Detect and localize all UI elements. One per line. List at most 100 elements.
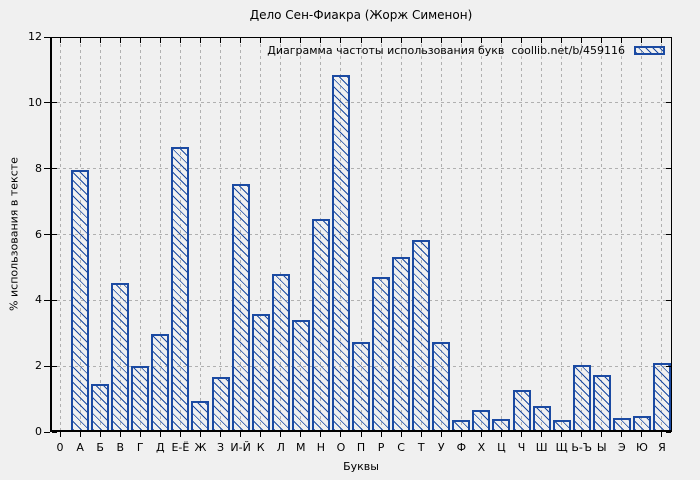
y-tick-left-outer [44,36,50,38]
x-tick-top [621,38,623,43]
plot-border-bottom [50,430,672,432]
x-tick-label: Б [96,441,104,454]
x-tick-top [139,38,141,43]
x-tick-label: Ф [456,441,467,454]
x-tick-top [179,38,181,43]
bar-З [211,376,230,432]
x-tick-bottom [199,432,201,437]
x-tick-bottom [260,432,262,437]
x-axis-label: Буквы [343,460,379,473]
x-tick-label: Ч [517,441,526,454]
x-tick-bottom [480,432,482,437]
plot-border-left [50,37,52,432]
y-tick-right-inner [666,431,671,433]
x-tick-label: У [437,441,445,454]
x-tick-label: Ь-Ъ [571,441,593,454]
x-tick-top [601,38,603,43]
x-tick-top [59,38,61,43]
x-tick-bottom [99,432,101,437]
x-tick-top [541,38,543,43]
horizontal-gridline [51,234,671,235]
legend-label: Диаграмма частоты использования букв coo… [267,43,625,57]
bar-Т [412,240,431,432]
x-tick-label: Я [658,441,666,454]
y-tick-left-outer [44,431,50,433]
y-tick-label: 0 [35,425,42,438]
bar-Р [372,276,391,432]
x-tick-bottom [621,432,623,437]
x-tick-top [340,38,342,43]
bar-К [251,314,270,432]
x-tick-bottom [561,432,563,437]
bar-Ж [191,400,210,432]
x-tick-bottom [220,432,222,437]
x-tick-top [280,38,282,43]
x-tick-label: Е-Ё [171,441,190,454]
bar-Е-Ё [171,147,190,432]
x-tick-bottom [139,432,141,437]
x-tick-bottom [79,432,81,437]
y-tick-left-inner [52,168,57,170]
x-tick-label: Т [417,441,425,454]
x-tick-top [440,38,442,43]
x-tick-bottom [661,432,663,437]
x-tick-top [159,38,161,43]
bar-У [432,341,451,432]
y-tick-label: 4 [35,293,42,307]
x-tick-bottom [320,432,322,437]
y-tick-left-outer [44,168,50,170]
x-tick-bottom [400,432,402,437]
x-tick-top [99,38,101,43]
bar-Ш [532,405,551,432]
x-tick-label: В [116,441,124,454]
bar-Х [472,410,491,432]
y-tick-label: 6 [35,227,42,241]
x-tick-bottom [440,432,442,437]
x-tick-bottom [641,432,643,437]
x-tick-label: Д [156,441,165,454]
y-tick-right-inner [666,102,671,104]
bar-Л [271,273,290,432]
legend-hatch-swatch-icon [634,45,665,55]
bar-Ь-Ъ [572,365,591,432]
y-tick-left-inner [52,299,57,301]
y-tick-right-inner [666,234,671,235]
x-tick-label: М [296,441,306,454]
x-tick-label: Э [617,441,626,454]
bar-Н [311,218,330,432]
x-tick-top [641,38,643,43]
x-tick-label: Ю [635,441,648,454]
horizontal-gridline [51,102,671,104]
x-tick-top [400,38,402,43]
x-tick-bottom [601,432,603,437]
y-tick-right-inner [666,365,671,367]
x-tick-bottom [360,432,362,437]
bar-А [71,169,90,432]
x-tick-label: Р [377,441,385,454]
bar-С [392,257,411,432]
x-tick-label: Ш [535,441,548,454]
y-tick-left-inner [52,431,57,433]
x-tick-bottom [541,432,543,437]
x-tick-top [240,38,242,43]
x-tick-bottom [59,432,61,437]
x-tick-bottom [159,432,161,437]
x-tick-bottom [280,432,282,437]
x-tick-bottom [581,432,583,437]
x-tick-label: Ж [194,441,207,454]
bar-В [111,283,130,432]
y-tick-label: 10 [28,95,42,109]
x-tick-top [320,38,322,43]
bar-П [352,341,370,432]
plot-border-right [671,37,672,432]
x-tick-bottom [460,432,462,437]
x-tick-top [300,38,302,43]
y-tick-left-inner [52,365,57,367]
x-tick-label: Л [276,441,285,454]
y-tick-left-inner [52,102,57,104]
bar-Я [652,362,671,432]
x-tick-label: Ы [596,441,607,454]
x-tick-label: З [217,441,225,454]
x-tick-label: И-Й [230,441,251,454]
